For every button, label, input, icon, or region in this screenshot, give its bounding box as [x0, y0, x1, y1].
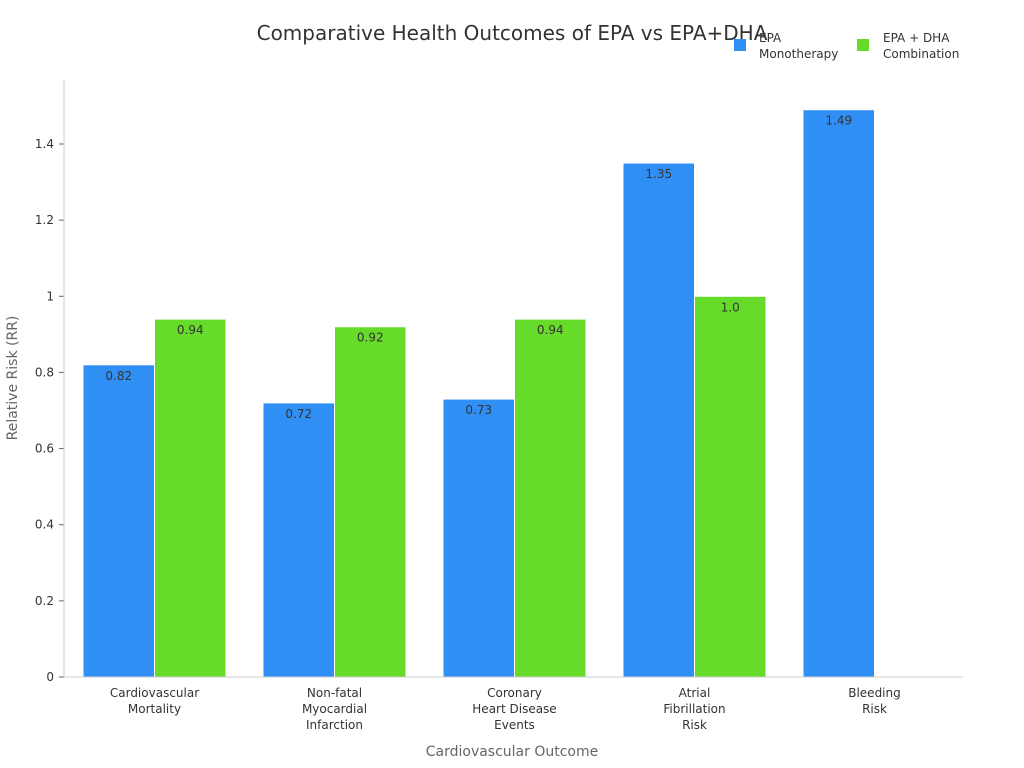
x-category-label: Atrial Fibrillation Risk: [663, 686, 725, 732]
data-label: 1.35: [645, 167, 672, 181]
data-labels: 0.82 0.94 0.72 0.92 0.73 0.94 1.35 1.0 1.49: [105, 114, 852, 421]
y-axis-label: Relative Risk (RR): [5, 316, 21, 441]
x-category-label: Non-fatal Myocardial Infarction: [302, 686, 367, 732]
y-tick-label: 0.8: [35, 365, 54, 379]
data-label: 0.94: [537, 323, 564, 337]
bar: [82, 364, 155, 678]
bar: [802, 109, 875, 678]
data-label: 1.0: [721, 300, 740, 314]
data-label: 0.73: [465, 403, 492, 417]
data-label: 0.82: [105, 369, 132, 383]
y-tick-label: 0.2: [35, 594, 54, 608]
y-tick-label: 1: [46, 289, 54, 303]
bar: [514, 318, 587, 678]
data-label: 0.94: [177, 323, 204, 337]
bar: [622, 162, 695, 678]
y-tick-label: 0.4: [35, 518, 54, 532]
x-category-label: Bleeding Risk: [848, 686, 901, 716]
legend-swatch: [857, 39, 869, 51]
bar: [262, 402, 335, 678]
legend-label: EPA + DHA Combination: [883, 31, 959, 61]
legend: EPA Monotherapy EPA + DHA Combination: [734, 31, 959, 61]
bar: [334, 326, 407, 678]
bars: [82, 109, 875, 678]
y-axis-ticks: 0 0.2 0.4 0.6 0.8 1 1.2 1.4: [35, 137, 64, 684]
y-tick-label: 0: [46, 670, 54, 684]
data-label: 1.49: [825, 114, 852, 128]
x-axis-label: Cardiovascular Outcome: [426, 744, 599, 760]
data-label: 0.72: [285, 407, 312, 421]
x-category-label: Cardiovascular Mortality: [110, 686, 199, 716]
x-category-label: Coronary Heart Disease Events: [472, 686, 556, 732]
y-tick-label: 1.2: [35, 213, 54, 227]
legend-swatch: [734, 39, 746, 51]
y-tick-label: 0.6: [35, 442, 54, 456]
bar: [694, 295, 767, 678]
legend-label: EPA Monotherapy: [759, 31, 838, 61]
x-axis-categories: Cardiovascular Mortality Non-fatal Myocardi…: [110, 686, 901, 732]
data-label: 0.92: [357, 331, 384, 345]
bar: [442, 398, 515, 678]
bar: [154, 318, 227, 678]
y-tick-label: 1.4: [35, 137, 54, 151]
chart-title: Comparative Health Outcomes of EPA vs EP…: [257, 21, 768, 45]
